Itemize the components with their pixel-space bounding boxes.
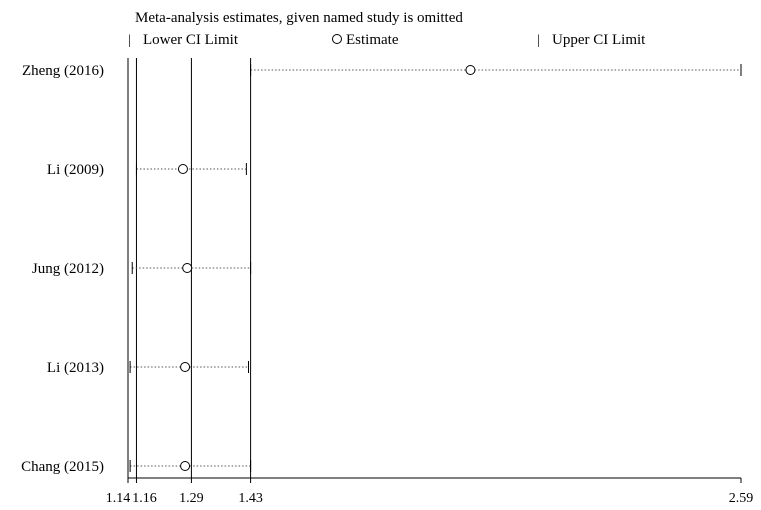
- legend-label: Upper CI Limit: [552, 32, 646, 48]
- legend: | Lower CI Limit Estimate | Upper CI Limit: [128, 32, 646, 48]
- study-row: Li (2013): [47, 360, 249, 376]
- study-label: Jung (2012): [32, 261, 104, 277]
- chart-title: Meta-analysis estimates, given named stu…: [135, 10, 463, 26]
- legend-symbol-bar: |: [537, 33, 540, 48]
- x-tick-label: 1.14: [106, 491, 131, 506]
- study-label: Chang (2015): [21, 459, 104, 475]
- estimate-point: [177, 164, 188, 174]
- x-tick-label: 1.16: [132, 491, 157, 506]
- study-row: Zheng (2016): [22, 63, 742, 79]
- estimate-point: [465, 65, 476, 75]
- study-label: Zheng (2016): [22, 63, 104, 79]
- estimate-point: [180, 362, 191, 372]
- x-tick-label: 1.43: [238, 491, 263, 506]
- estimate-point: [180, 461, 191, 471]
- legend-symbol-estimate: [332, 34, 342, 44]
- x-axis: 1.14 1.16 1.29 1.43 2.59: [106, 477, 754, 506]
- x-tick-label: 2.59: [729, 491, 754, 506]
- legend-label: Lower CI Limit: [143, 32, 239, 48]
- study-label: Li (2013): [47, 360, 104, 376]
- study-row: Jung (2012): [32, 261, 252, 277]
- study-rows: Zheng (2016) Li (2009) Jung (2012) Li (2013…: [21, 63, 742, 475]
- study-row: Li (2009): [47, 162, 247, 178]
- x-tick-label: 1.29: [179, 491, 204, 506]
- study-row: Chang (2015): [21, 459, 252, 475]
- legend-label: Estimate: [346, 32, 399, 48]
- legend-symbol-bar: |: [128, 33, 131, 48]
- study-label: Li (2009): [47, 162, 104, 178]
- estimate-point: [182, 263, 193, 273]
